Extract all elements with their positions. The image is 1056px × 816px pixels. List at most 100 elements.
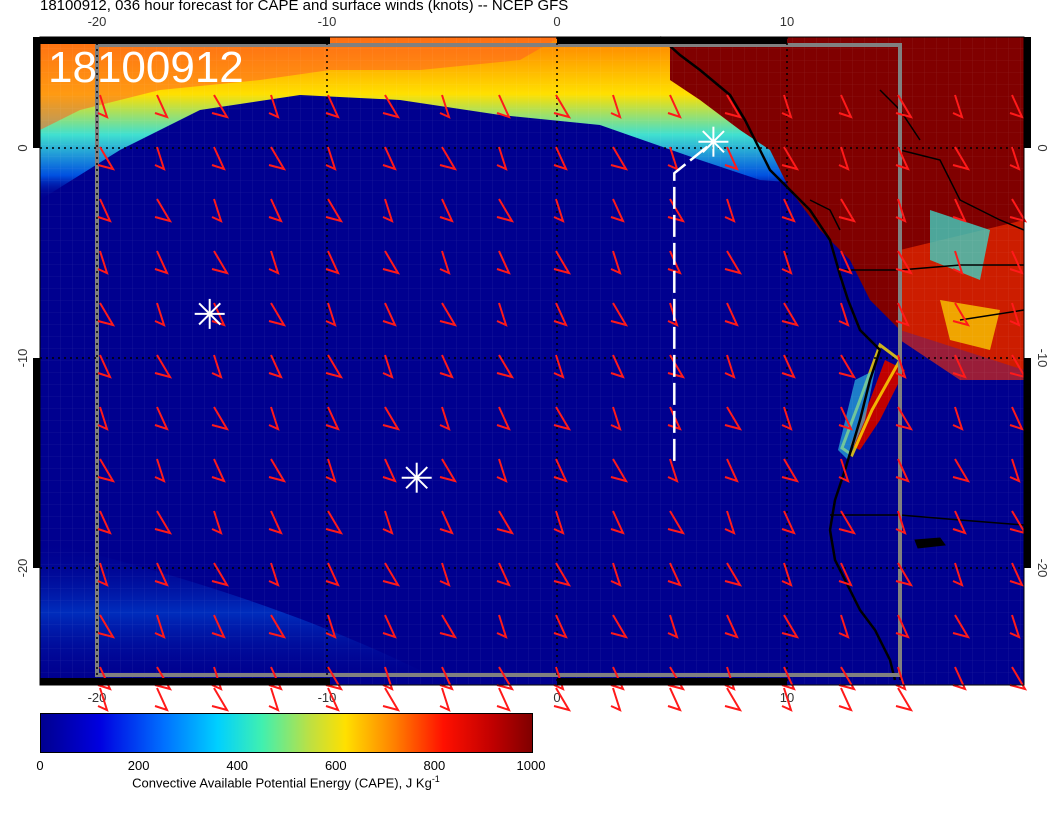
wind-barb (553, 458, 568, 483)
wind-barb (553, 354, 565, 379)
wind-barb (895, 302, 910, 327)
lon-ticks-top: -20 -10 0 10 (88, 14, 795, 29)
wind-barb (154, 687, 169, 712)
wind-barb (211, 510, 223, 535)
wind-barb (325, 146, 337, 171)
wind-barb (895, 94, 914, 119)
wind-barb (895, 666, 907, 691)
wind-barb (952, 614, 971, 639)
wind-barb (724, 687, 743, 712)
wind-barb (895, 562, 914, 587)
wind-barb (382, 614, 397, 639)
wind-barb (895, 146, 910, 171)
wind-barb (781, 250, 793, 275)
colorbar-tick-0: 0 (36, 758, 44, 773)
wind-barb (838, 250, 853, 275)
marker-west (194, 298, 225, 329)
wind-barb (325, 406, 340, 431)
wind-barb (325, 666, 344, 691)
wind-barb (496, 354, 515, 379)
wind-barb (781, 354, 796, 379)
wind-barb (211, 666, 223, 691)
wind-barb (1009, 94, 1024, 119)
wind-barb (154, 198, 173, 223)
wind-barb (952, 354, 967, 379)
wind-barb (895, 614, 910, 639)
wind-barb (439, 354, 454, 379)
wind-barb (154, 94, 169, 119)
wind-barb (781, 614, 800, 639)
wind-barb (610, 562, 622, 587)
wind-barb (895, 687, 914, 712)
wind-barb (97, 406, 109, 431)
wind-barbs (97, 94, 1028, 691)
wind-barb (781, 146, 800, 171)
wind-barb (781, 458, 800, 483)
wind-barb (382, 354, 394, 379)
wind-barb (781, 687, 793, 712)
time-stamp: 18100912 (48, 43, 244, 92)
wind-barb (610, 146, 629, 171)
wind-barb (724, 94, 743, 119)
wind-barb (496, 302, 508, 327)
wind-barb (154, 458, 166, 483)
wind-barb (895, 198, 907, 223)
wind-barb (97, 354, 112, 379)
wind-barb (553, 687, 572, 712)
coastline (659, 36, 1025, 681)
wind-barb (439, 146, 458, 171)
wind-barb (382, 562, 401, 587)
wind-barb (724, 666, 736, 691)
wind-barb (382, 510, 394, 535)
wind-barb (211, 198, 223, 223)
wind-barb (97, 94, 109, 119)
wind-barb (610, 406, 622, 431)
lon-tick-top-2: -10 (318, 14, 337, 29)
wind-barb (895, 458, 910, 483)
wind-barb (610, 687, 622, 712)
wind-barb (838, 458, 850, 483)
wind-barb (97, 510, 112, 535)
wind-barb (553, 614, 568, 639)
wind-barb (97, 666, 112, 691)
wind-barb (667, 614, 679, 639)
colorbar-title: Convective Available Potential Energy (C… (132, 774, 440, 790)
wind-barb (838, 146, 850, 171)
lon-tick-bottom-2: -10 (318, 690, 337, 705)
wind-barb (952, 666, 967, 691)
colorbar-tick-400: 400 (226, 758, 249, 773)
wind-barb (553, 510, 565, 535)
wind-barb (610, 458, 629, 483)
wind-barb (382, 406, 401, 431)
wind-barb (211, 94, 230, 119)
wind-barb (268, 354, 283, 379)
lat-tick-right-1: 0 (1035, 144, 1050, 151)
wind-barb (553, 666, 565, 691)
wind-barb (97, 250, 109, 275)
lon-tick-bottom-3: 0 (553, 690, 560, 705)
wind-barb (781, 94, 793, 119)
wind-barb (325, 354, 344, 379)
lat-tick-left-3: -20 (15, 559, 30, 578)
wind-barb (1009, 406, 1024, 431)
wind-barb (325, 250, 340, 275)
wind-barb (1009, 302, 1021, 327)
wind-barb (952, 198, 967, 223)
wind-barb (610, 94, 622, 119)
lat-tick-right-2: -10 (1035, 349, 1050, 368)
wind-barb (781, 510, 796, 535)
wind-barb (610, 250, 622, 275)
wind-barb (211, 614, 226, 639)
wind-barb (325, 614, 337, 639)
wind-barb (211, 250, 230, 275)
chart-title: 18100912, 036 hour forecast for CAPE and… (40, 0, 569, 14)
wind-barb (553, 250, 572, 275)
graticule (40, 37, 1024, 685)
wind-barb (781, 406, 793, 431)
colorbar-tick-200: 200 (127, 758, 150, 773)
wind-barb (952, 250, 964, 275)
wind-barb (268, 146, 287, 171)
wind-barb (97, 302, 116, 327)
wind-barb (154, 666, 173, 691)
wind-barb (211, 687, 230, 712)
